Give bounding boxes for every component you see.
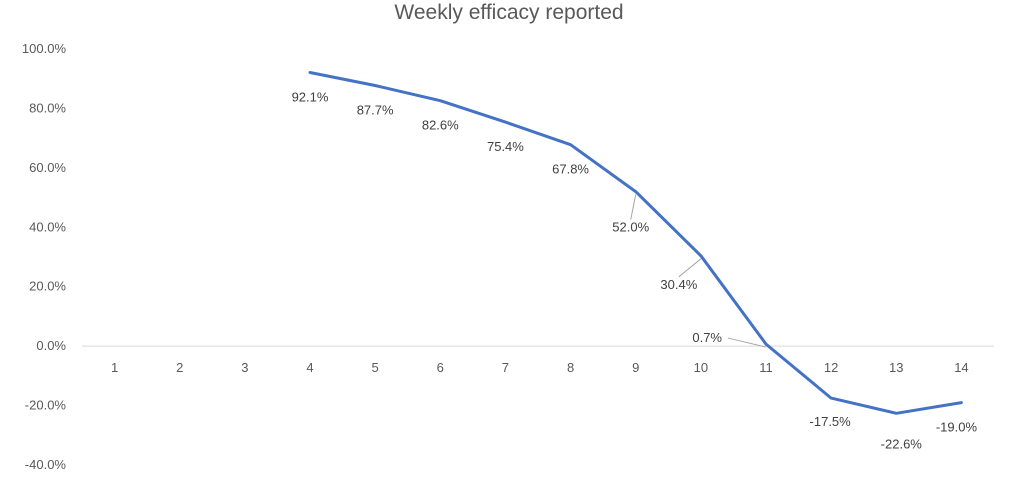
data-label: -19.0% bbox=[936, 420, 978, 435]
data-label: -17.5% bbox=[810, 414, 852, 429]
data-label: 67.8% bbox=[552, 162, 589, 177]
y-tick-label: 100.0% bbox=[22, 41, 67, 56]
x-tick-label: 4 bbox=[306, 360, 313, 375]
data-label-leader bbox=[727, 337, 767, 348]
chart-title: Weekly efficacy reported bbox=[394, 1, 624, 24]
x-tick-label: 7 bbox=[502, 360, 509, 375]
x-tick-label: 5 bbox=[372, 360, 379, 375]
x-tick-label: 9 bbox=[632, 360, 639, 375]
data-label: -22.6% bbox=[881, 436, 923, 451]
x-tick-label: 1 bbox=[111, 360, 118, 375]
x-tick-label: 13 bbox=[889, 360, 903, 375]
y-tick-label: -20.0% bbox=[25, 398, 67, 413]
x-tick-label: 8 bbox=[567, 360, 574, 375]
x-tick-label: 12 bbox=[824, 360, 838, 375]
x-tick-label: 10 bbox=[694, 360, 708, 375]
x-tick-label: 3 bbox=[241, 360, 248, 375]
x-tick-label: 2 bbox=[176, 360, 183, 375]
data-label: 92.1% bbox=[292, 89, 329, 104]
data-label: 82.6% bbox=[422, 118, 459, 133]
data-label: 52.0% bbox=[612, 220, 649, 235]
data-label: 30.4% bbox=[660, 277, 697, 292]
y-tick-label: 20.0% bbox=[29, 279, 66, 294]
x-tick-label: 14 bbox=[954, 360, 968, 375]
data-label: 87.7% bbox=[357, 103, 394, 118]
x-tick-label: 6 bbox=[437, 360, 444, 375]
y-tick-label: 60.0% bbox=[29, 160, 66, 175]
series-line bbox=[308, 71, 963, 415]
data-label: 0.7% bbox=[692, 330, 722, 345]
data-label-leader bbox=[630, 194, 637, 220]
x-tick-label: 11 bbox=[759, 360, 773, 375]
data-label: 75.4% bbox=[487, 139, 524, 154]
y-tick-label: 0.0% bbox=[36, 338, 66, 353]
y-tick-label: -40.0% bbox=[25, 457, 67, 472]
y-tick-label: 80.0% bbox=[29, 100, 66, 115]
y-tick-label: 40.0% bbox=[29, 219, 66, 234]
data-label-leader bbox=[678, 258, 702, 278]
